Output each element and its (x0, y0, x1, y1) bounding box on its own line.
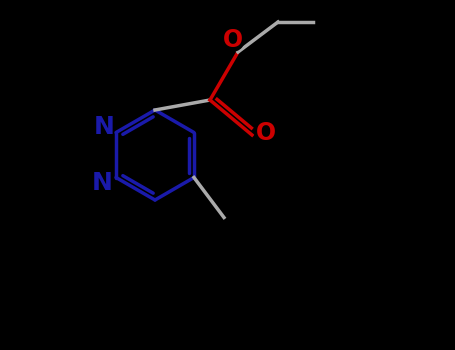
Circle shape (92, 173, 112, 193)
Text: O: O (223, 28, 243, 52)
Circle shape (94, 118, 114, 138)
Text: N: N (91, 170, 112, 195)
Circle shape (222, 29, 244, 51)
Circle shape (255, 122, 277, 144)
Text: O: O (256, 121, 276, 145)
Text: N: N (94, 116, 115, 140)
